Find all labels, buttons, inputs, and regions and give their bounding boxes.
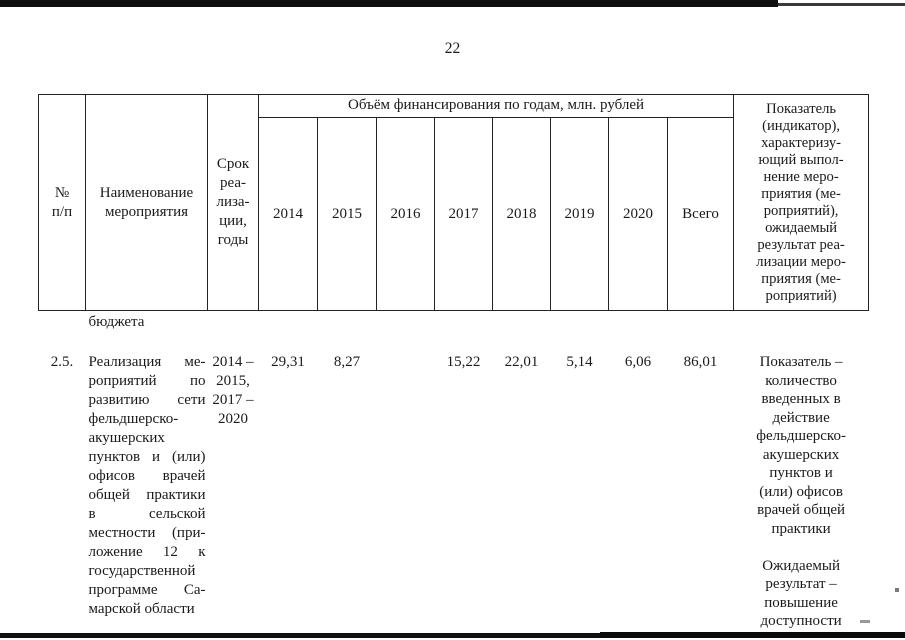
year-header-2020: 2020 (608, 117, 668, 311)
row-term: 2014 –2015, 2017 –2020 (207, 352, 259, 631)
row-indicator: Показатель – количество введенных в действи… (733, 352, 869, 631)
year-header-2015: 2015 (317, 117, 377, 311)
value-2017: 15,22 (434, 352, 493, 631)
table-body: бюджета 2.5. Реализация ме-роприятий по р… (38, 310, 869, 631)
total-header: Всего (666, 117, 735, 311)
header-name-label: Наименование мероприятия (99, 184, 194, 220)
year-header-2014: 2014 (258, 117, 318, 311)
page-number: 22 (444, 40, 461, 57)
scan-artifact-bottom-bar-right (600, 632, 905, 638)
header-cell-num: № п/п (38, 94, 86, 311)
continuation-text: бюджета (85, 310, 208, 352)
header-finance-span: Объём финансирования по годам, млн. рубл… (257, 94, 735, 118)
row-number: 2.5. (38, 352, 86, 631)
table-row-2-5: 2.5. Реализация ме-роприятий по развитию … (38, 352, 869, 631)
value-total: 86,01 (667, 352, 734, 631)
scan-artifact-top-bar-right (778, 3, 905, 6)
table-header: № п/п Наименование мероприятия Срок реа-… (38, 94, 870, 311)
value-2019: 5,14 (550, 352, 609, 631)
row-name: Реализация ме-роприятий по развитию сети ф… (85, 352, 208, 631)
empty-cell (38, 310, 86, 352)
finance-table: № п/п Наименование мероприятия Срок реа-… (38, 94, 870, 631)
scan-artifact-top-bar (0, 0, 778, 7)
year-header-2018: 2018 (492, 117, 551, 311)
header-indicator-label: Показатель (индикатор), характеризу- ющи… (756, 100, 846, 304)
table-row-continuation: бюджета (38, 310, 869, 352)
value-2016 (376, 352, 435, 631)
header-cell-term: Срок реа- лиза- ции, годы (207, 94, 259, 311)
year-header-2016: 2016 (376, 117, 435, 311)
header-num-label: № п/п (51, 184, 73, 220)
empty-cell (207, 310, 869, 352)
value-2020: 6,06 (608, 352, 668, 631)
header-cell-name: Наименование мероприятия (85, 94, 208, 311)
value-2015: 8,27 (317, 352, 377, 631)
year-header-2019: 2019 (550, 117, 609, 311)
scan-speck (860, 620, 870, 623)
value-2018: 22,01 (492, 352, 551, 631)
scan-speck (895, 588, 899, 592)
year-header-2017: 2017 (434, 117, 493, 311)
scan-artifact-bottom-bar (0, 633, 905, 638)
header-cell-indicator: Показатель (индикатор), характеризу- ющи… (733, 94, 870, 311)
value-2014: 29,31 (258, 352, 318, 631)
header-term-label: Срок реа- лиза- ции, годы (216, 156, 250, 248)
